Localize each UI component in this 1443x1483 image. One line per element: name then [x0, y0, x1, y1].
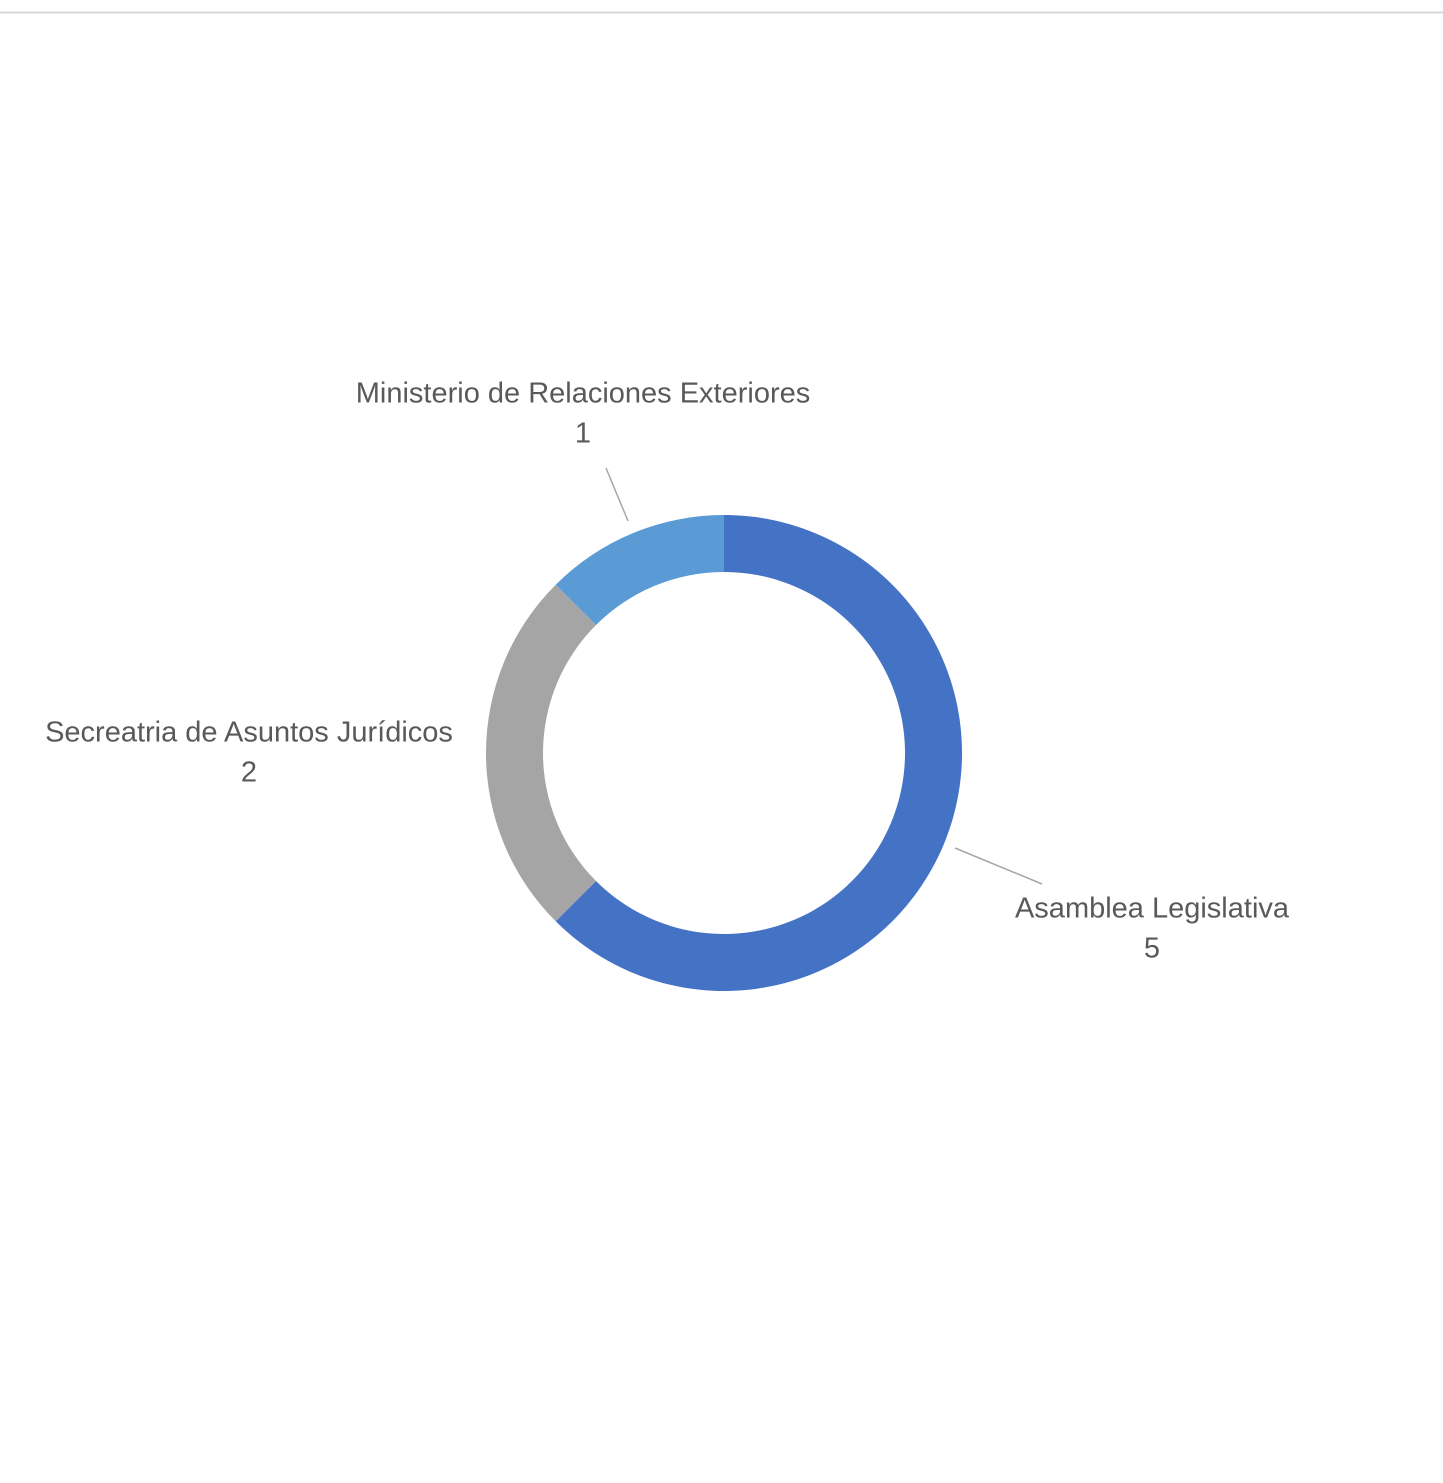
slice-label: Asamblea Legislativa: [1015, 893, 1290, 925]
slice-value: 5: [1144, 933, 1160, 965]
donut-slice: [555, 515, 724, 626]
leader-line: [605, 467, 629, 522]
slice-label: Secreatria de Asuntos Jurídicos: [45, 717, 453, 749]
donut-slice: [485, 584, 597, 922]
slice-value: 1: [575, 418, 591, 450]
slice-label: Ministerio de Relaciones Exteriores: [356, 378, 811, 410]
donut-slice: [555, 515, 962, 991]
slice-value: 2: [241, 757, 257, 789]
leader-line: [954, 847, 1043, 885]
